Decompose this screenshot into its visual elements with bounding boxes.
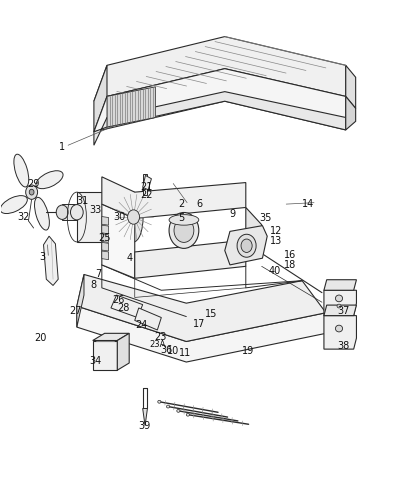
Polygon shape	[43, 236, 58, 286]
Text: 12: 12	[270, 227, 283, 236]
Polygon shape	[94, 69, 346, 132]
Polygon shape	[111, 295, 142, 318]
Text: 36: 36	[160, 345, 173, 355]
Text: 24: 24	[135, 320, 148, 330]
Polygon shape	[102, 234, 109, 242]
Text: 40: 40	[269, 266, 281, 276]
Polygon shape	[117, 333, 129, 370]
Text: 19: 19	[242, 346, 255, 356]
Polygon shape	[142, 408, 147, 426]
Text: 35: 35	[259, 214, 272, 224]
Polygon shape	[324, 290, 357, 316]
Polygon shape	[102, 225, 109, 234]
Text: 7: 7	[95, 268, 101, 278]
Ellipse shape	[70, 204, 83, 220]
Ellipse shape	[158, 400, 161, 403]
Text: 33: 33	[89, 205, 101, 216]
Ellipse shape	[241, 239, 252, 252]
Ellipse shape	[169, 213, 199, 248]
Text: 23: 23	[154, 332, 166, 342]
Polygon shape	[135, 240, 246, 278]
Polygon shape	[93, 333, 129, 340]
Text: 39: 39	[138, 420, 150, 431]
Text: 10: 10	[167, 346, 179, 356]
Ellipse shape	[169, 215, 199, 225]
Polygon shape	[135, 308, 161, 330]
Polygon shape	[107, 87, 155, 127]
Ellipse shape	[174, 218, 194, 242]
Ellipse shape	[124, 192, 143, 242]
Ellipse shape	[128, 210, 140, 224]
Text: 4: 4	[127, 253, 133, 263]
Polygon shape	[324, 305, 357, 316]
Ellipse shape	[177, 409, 180, 412]
Text: 30: 30	[113, 212, 126, 222]
Ellipse shape	[0, 196, 27, 214]
Ellipse shape	[237, 234, 256, 257]
Polygon shape	[94, 36, 346, 101]
Polygon shape	[77, 192, 134, 242]
Text: 8: 8	[91, 280, 97, 290]
Ellipse shape	[26, 185, 37, 199]
Text: 22: 22	[140, 190, 153, 200]
Ellipse shape	[36, 171, 63, 189]
Polygon shape	[93, 340, 117, 370]
Polygon shape	[102, 177, 246, 218]
Text: 26: 26	[113, 295, 125, 305]
Text: 29: 29	[27, 179, 39, 189]
Ellipse shape	[14, 154, 29, 187]
Polygon shape	[346, 65, 356, 108]
Text: 38: 38	[338, 341, 350, 351]
Text: 32: 32	[18, 212, 30, 222]
Ellipse shape	[336, 295, 343, 302]
Polygon shape	[77, 306, 326, 362]
Text: 18: 18	[284, 260, 297, 270]
Text: 34: 34	[89, 356, 101, 366]
Polygon shape	[102, 242, 109, 251]
Ellipse shape	[337, 304, 341, 308]
Text: 37: 37	[338, 306, 350, 316]
Polygon shape	[102, 216, 109, 225]
Text: 28: 28	[117, 303, 130, 313]
Polygon shape	[94, 65, 107, 132]
Text: 14: 14	[302, 199, 314, 209]
Polygon shape	[246, 207, 261, 253]
Text: 27: 27	[69, 306, 82, 316]
Polygon shape	[142, 175, 151, 190]
Polygon shape	[94, 92, 346, 145]
Text: 9: 9	[230, 209, 236, 219]
Polygon shape	[62, 204, 77, 220]
Text: 2: 2	[178, 199, 184, 209]
Ellipse shape	[166, 405, 170, 408]
Text: 6: 6	[196, 199, 202, 209]
Polygon shape	[143, 174, 146, 194]
Polygon shape	[102, 204, 135, 278]
Text: 31: 31	[76, 196, 88, 206]
Ellipse shape	[336, 325, 343, 332]
Ellipse shape	[56, 205, 68, 219]
Text: 5: 5	[178, 214, 184, 224]
Ellipse shape	[35, 197, 49, 230]
Text: 17: 17	[193, 319, 205, 329]
Polygon shape	[102, 251, 109, 260]
Text: 15: 15	[205, 309, 217, 319]
Polygon shape	[324, 316, 357, 349]
Ellipse shape	[186, 413, 189, 416]
Polygon shape	[324, 280, 357, 290]
Text: 16: 16	[284, 250, 297, 260]
Polygon shape	[225, 226, 267, 265]
Text: 21: 21	[140, 182, 153, 192]
Text: 13: 13	[270, 236, 283, 246]
Ellipse shape	[29, 189, 34, 195]
Polygon shape	[77, 275, 326, 341]
Polygon shape	[77, 275, 84, 327]
Text: 25: 25	[98, 233, 111, 242]
Text: 1: 1	[59, 142, 65, 152]
Polygon shape	[346, 96, 356, 130]
Text: 3: 3	[39, 252, 45, 262]
Text: 20: 20	[34, 333, 47, 343]
Text: 23A: 23A	[149, 340, 166, 349]
Text: 11: 11	[179, 348, 191, 359]
